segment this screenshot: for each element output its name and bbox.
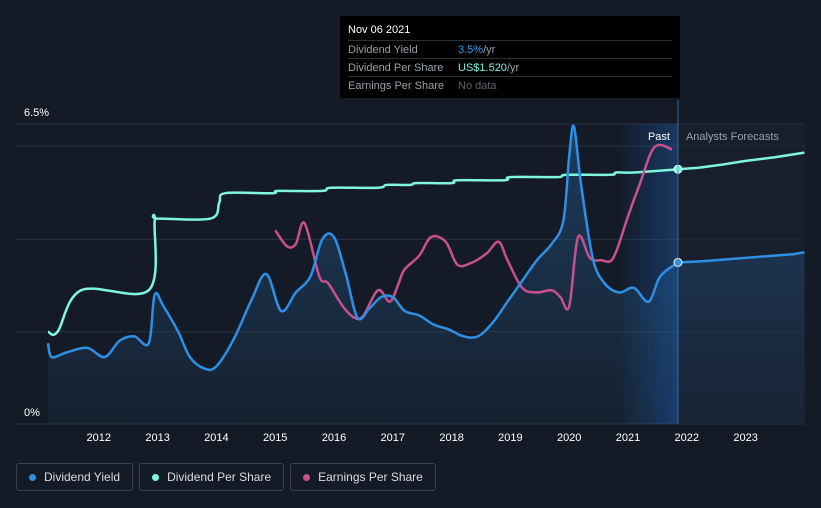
tooltip-label: Earnings Per Share [348, 79, 444, 92]
x-tick-label: 2023 [733, 432, 757, 444]
legend-toggle-dividend-yield[interactable]: Dividend Yield [16, 463, 134, 491]
legend-label: Dividend Per Share [167, 470, 272, 484]
tooltip-unit: /yr [483, 43, 496, 56]
x-tick-label: 2018 [439, 432, 463, 444]
tooltip-date: Nov 06 2021 [348, 24, 411, 36]
x-tick-label: 2012 [87, 432, 111, 444]
y-tick-label: 0% [24, 407, 40, 419]
x-tick-label: 2014 [204, 432, 228, 444]
dividend-per-share-line [47, 167, 679, 336]
forecast-line-yield [677, 251, 805, 264]
dividend-yield-area [48, 125, 805, 425]
legend-label: Dividend Yield [44, 470, 121, 484]
x-tick-label: 2020 [557, 432, 581, 444]
tooltip-unit: /yr [506, 61, 520, 74]
x-tick-label: 2016 [322, 432, 346, 444]
tooltip-row-dividend-per-share: Dividend Per Share US$1.520 /yr [348, 58, 672, 76]
earnings-per-share-line [274, 143, 673, 321]
axis-layer: 6.5% 0% 2012 2013 2014 2015 2016 2017 2018 2019 20… [24, 107, 758, 444]
legend-dot-icon [303, 473, 311, 481]
tooltip-row-dividend-yield: Dividend Yield 3.5% /yr [348, 40, 672, 58]
hover-tooltip: Nov 06 2021 Dividend Yield 3.5% /yr Divi… [340, 16, 680, 98]
x-tick-label: 2015 [263, 432, 287, 444]
legend-dot-icon [29, 473, 36, 481]
legend-toggle-dividend-per-share[interactable]: Dividend Per Share [139, 463, 285, 491]
legend-dot-icon [152, 473, 160, 481]
tooltip-value: US$1.520 [458, 61, 507, 74]
series-layer [46, 124, 805, 425]
legend-label: Earnings Per Share [318, 470, 423, 484]
x-tick-label: 2022 [675, 432, 699, 444]
legend-toggle-earnings-per-share[interactable]: Earnings Per Share [290, 463, 436, 491]
x-tick-label: 2013 [145, 432, 169, 444]
forecast-line-dps [677, 151, 805, 171]
x-tick-label: 2019 [498, 432, 522, 444]
past-label: Past [648, 131, 670, 143]
y-tick-label: 6.5% [24, 107, 49, 119]
tooltip-value: 3.5% [458, 43, 484, 56]
tooltip-label: Dividend Yield [348, 43, 418, 56]
chart-legend: Dividend Yield Dividend Per Share Earnin… [16, 463, 436, 491]
tooltip-row-earnings-per-share: Earnings Per Share No data [348, 76, 672, 94]
tooltip-label: Dividend Per Share [348, 61, 444, 74]
tooltip-value: No data [458, 79, 497, 92]
x-tick-label: 2021 [616, 432, 640, 444]
dividend-yield-line [46, 124, 679, 372]
analysts-forecasts-label: Analysts Forecasts [686, 131, 779, 143]
x-tick-label: 2017 [381, 432, 405, 444]
